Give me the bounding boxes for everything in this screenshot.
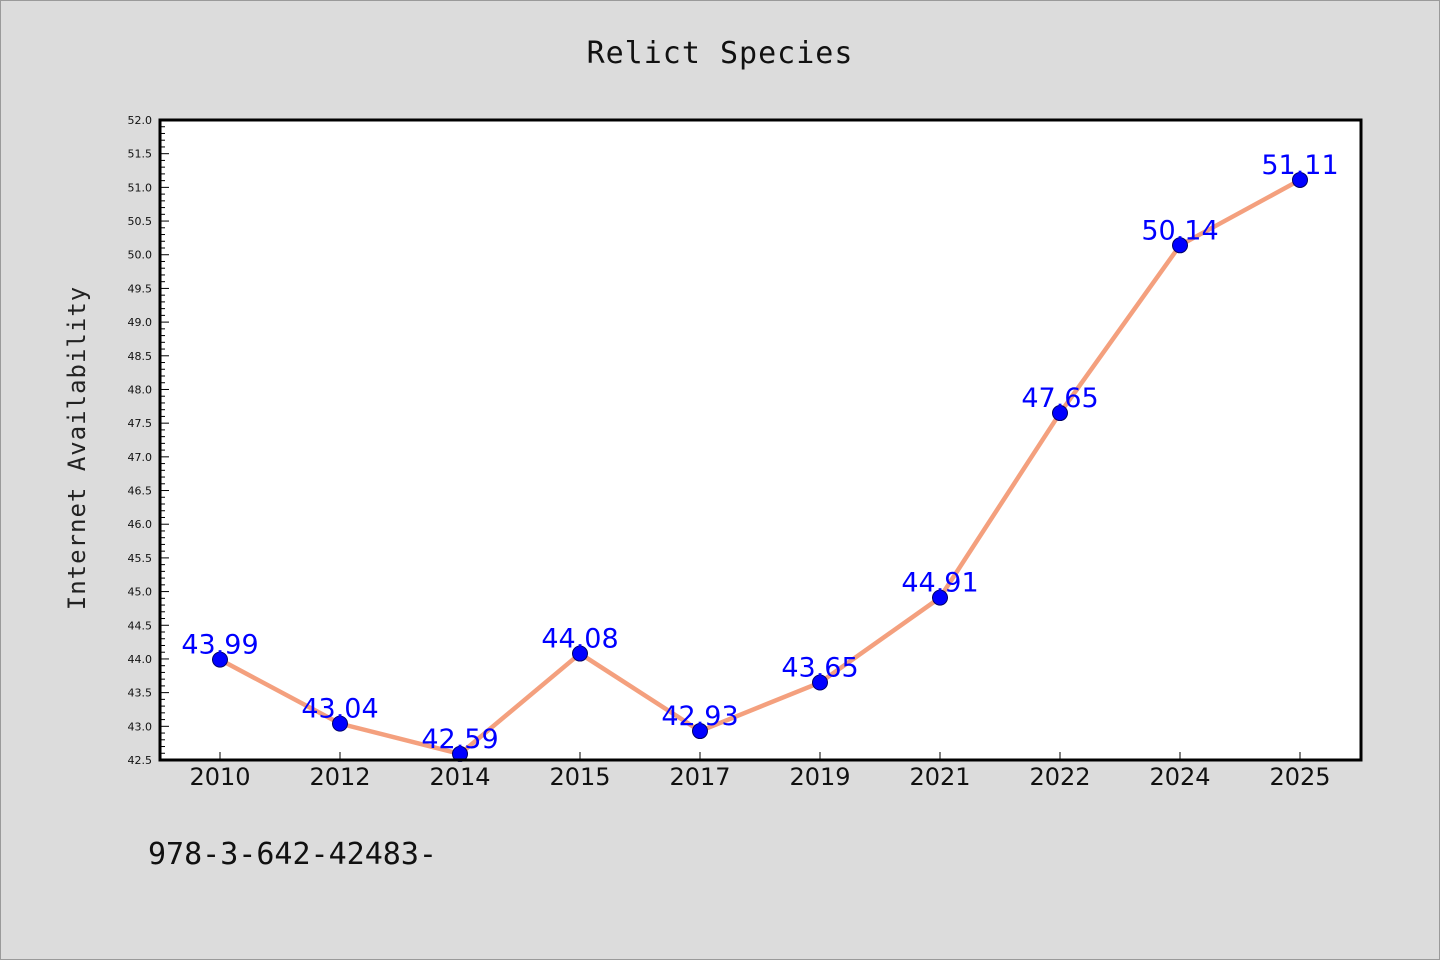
y-tick-label: 48.0 (128, 383, 153, 396)
data-label: 44.91 (901, 568, 978, 599)
y-axis-label: Internet Availability (63, 286, 91, 610)
plot-border (158, 118, 1363, 762)
data-point (812, 674, 828, 691)
data-label: 42.59 (421, 724, 498, 755)
data-label: 47.65 (1021, 383, 1098, 414)
data-label: 43.65 (781, 653, 858, 684)
x-tick-label: 2019 (789, 763, 850, 791)
y-tick-label: 50.0 (128, 249, 153, 262)
chart-title: Relict Species (587, 36, 854, 71)
x-tick-label: 2010 (189, 763, 250, 791)
series-line (217, 177, 1303, 757)
data-point (932, 589, 948, 606)
data-label: 42.93 (661, 701, 738, 732)
y-tick-label: 43.5 (128, 687, 153, 700)
data-label: 43.99 (181, 630, 258, 661)
y-tick-label: 51.0 (128, 181, 153, 194)
x-tick-label: 2017 (669, 763, 730, 791)
y-tick-label: 49.5 (128, 282, 153, 295)
y-axis-ticks: 42.5 43.0 43.5 44.0 44.5 45.0 45.5 46.0 46.5 47.0… (128, 114, 169, 767)
x-axis-ticks: 2010 2012 2014 2015 2017 2019 2021 2022 2024 2025 (189, 752, 1331, 791)
y-tick-label: 51.5 (128, 148, 153, 161)
x-tick-label: 2022 (1029, 763, 1090, 791)
x-tick-label: 2012 (309, 763, 370, 791)
data-label: 51.11 (1261, 150, 1338, 181)
y-tick-label: 46.5 (128, 485, 153, 498)
data-point (332, 715, 348, 732)
data-label: 43.04 (301, 694, 378, 725)
data-point (212, 651, 228, 668)
data-label: 44.08 (541, 624, 618, 655)
data-label: 50.14 (1141, 215, 1218, 246)
data-point (1172, 237, 1188, 254)
x-tick-label: 2021 (909, 763, 970, 791)
x-tick-label: 2025 (1269, 763, 1330, 791)
plot-area (160, 120, 1361, 760)
x-tick-label: 2024 (1149, 763, 1210, 791)
y-tick-label: 45.0 (128, 586, 153, 599)
y-tick-label: 46.0 (128, 518, 153, 531)
y-tick-label: 42.5 (128, 754, 153, 767)
footer-text: 978-3-642-42483- (148, 837, 437, 872)
y-tick-label: 47.0 (128, 451, 153, 464)
y-tick-label: 47.5 (128, 417, 153, 430)
data-point (572, 645, 588, 662)
y-tick-label: 49.0 (128, 316, 153, 329)
y-tick-label: 52.0 (128, 114, 153, 127)
y-tick-label: 44.0 (128, 653, 153, 666)
x-tick-label: 2014 (429, 763, 490, 791)
y-tick-label: 44.5 (128, 619, 153, 632)
data-series: 43.99 43.04 42.59 44.08 42.93 43.65 44.91 47.65… (181, 150, 1339, 762)
y-tick-label: 43.0 (128, 720, 153, 733)
y-tick-label: 45.5 (128, 552, 153, 565)
x-tick-label: 2015 (549, 763, 610, 791)
data-point (1292, 171, 1308, 188)
data-point (692, 723, 708, 740)
data-point (1052, 405, 1068, 422)
y-tick-label: 50.5 (128, 215, 153, 228)
y-tick-label: 48.5 (128, 350, 153, 363)
